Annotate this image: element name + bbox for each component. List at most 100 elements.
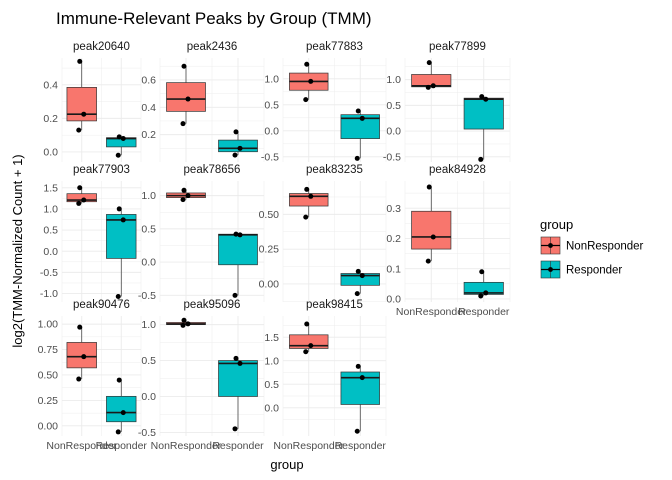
data-point — [237, 145, 243, 151]
x-tick-label: NonResponder — [46, 440, 117, 452]
box-body — [463, 281, 504, 295]
panel-peak20640: peak20640 0.0 0.2 0.4 — [43, 41, 142, 162]
data-point — [359, 115, 365, 121]
panel-peak2436: peak2436 0.2 0.4 0.6 — [141, 41, 265, 162]
data-point — [237, 232, 243, 238]
y-tick-label: 0.6 — [141, 74, 156, 86]
data-point — [355, 268, 361, 274]
y-tick-label: 0.0 — [141, 257, 156, 269]
panel-title: peak2436 — [187, 41, 238, 53]
data-point — [232, 152, 238, 158]
chart-title: Immune-Relevant Peaks by Group (TMM) — [56, 9, 372, 28]
data-point — [430, 83, 436, 89]
legend-title: group — [540, 217, 573, 232]
y-tick-label: 0.00 — [38, 420, 59, 432]
y-tick-label: -0.5 — [261, 151, 279, 163]
x-tick-label: NonResponder — [151, 440, 222, 452]
data-point — [355, 108, 361, 114]
data-point — [354, 428, 360, 434]
y-tick-label: 1.5 — [43, 182, 58, 194]
y-tick-label: 0.5 — [264, 99, 279, 111]
data-point — [426, 184, 432, 190]
panel-title: peak77903 — [73, 164, 130, 176]
data-point — [76, 127, 82, 133]
y-tick-label: 0.2 — [43, 113, 58, 125]
box-responder — [218, 358, 258, 429]
panel-title: peak95096 — [184, 299, 241, 311]
data-point — [425, 84, 431, 90]
y-tick-label: 0.25 — [259, 244, 280, 256]
y-tick-label: 1.0 — [264, 355, 279, 367]
box-body — [218, 139, 258, 153]
legend-item-nonresponder: NonResponder — [540, 236, 644, 255]
y-axis-title: log2(TMM-Normalized Count + 1) — [10, 154, 25, 347]
data-point — [478, 156, 484, 162]
y-tick-label: 0.0 — [43, 246, 58, 258]
data-point — [237, 360, 243, 366]
x-axis-title: group — [270, 457, 303, 472]
y-tick-label: 1.0 — [386, 74, 401, 86]
y-tick-label: 0.0 — [386, 294, 401, 306]
y-tick-label: 0.0 — [264, 125, 279, 137]
data-point — [181, 63, 187, 69]
data-point — [116, 134, 122, 140]
data-point — [308, 343, 314, 349]
y-tick-label: 0.5 — [43, 225, 58, 237]
box-body — [106, 214, 137, 259]
box-nonresponder — [411, 62, 452, 88]
data-point — [304, 186, 310, 192]
panel-grid — [159, 316, 265, 436]
data-point — [308, 193, 314, 199]
data-point — [483, 290, 489, 296]
box-body — [463, 97, 504, 130]
data-point — [115, 152, 121, 158]
data-point — [359, 273, 365, 279]
y-tick-label: 0.00 — [259, 279, 280, 291]
y-tick-label: 0.0 — [141, 391, 156, 403]
data-point — [116, 206, 122, 212]
y-tick-label: 1.5 — [264, 332, 279, 344]
y-tick-label: -0.5 — [40, 267, 58, 279]
panel-title: peak77883 — [306, 41, 363, 53]
x-tick-label: Responder — [96, 440, 148, 452]
data-point — [185, 321, 191, 327]
panel-peak90476: peak90476 0.00 0.25 0.50 0.75 1.00 NonResponde… — [38, 299, 148, 452]
data-point — [303, 97, 309, 103]
y-tick-label: 1.00 — [38, 319, 59, 331]
box-nonresponder — [66, 61, 97, 131]
data-point — [232, 292, 238, 298]
box-responder — [340, 366, 380, 432]
data-point — [77, 324, 83, 330]
data-point — [77, 185, 83, 191]
box-nonresponder — [289, 189, 329, 218]
data-point — [304, 61, 310, 67]
data-point — [354, 155, 360, 161]
y-tick-label: 0.5 — [386, 100, 401, 112]
box-body — [66, 193, 97, 203]
data-point — [426, 60, 432, 66]
panel-peak98415: peak98415 0.0 0.5 1.0 1.5 NonResponderRespond… — [264, 299, 386, 452]
y-tick-label: 0.4 — [43, 79, 58, 91]
box-nonresponder — [166, 66, 206, 124]
data-point — [359, 375, 365, 381]
y-tick-label: 0.4 — [141, 102, 156, 114]
data-point — [425, 258, 431, 264]
y-tick-label: -0.5 — [138, 427, 156, 439]
box-body — [66, 342, 97, 369]
panel-peak77903: peak77903 -1.0 -0.5 0.0 0.5 1.0 1.5 — [40, 164, 142, 302]
data-point — [355, 363, 361, 369]
data-point — [232, 426, 238, 432]
box-responder — [463, 271, 504, 296]
y-tick-label: 0.0 — [264, 402, 279, 414]
data-point — [479, 94, 485, 100]
panel-grid — [282, 181, 387, 302]
y-tick-label: 0.50 — [259, 209, 280, 221]
panel-title: peak83235 — [306, 164, 363, 176]
box-responder — [106, 208, 137, 297]
data-point — [81, 197, 87, 203]
data-point — [303, 214, 309, 220]
data-point — [233, 355, 239, 361]
y-tick-label: 0.5 — [141, 355, 156, 367]
box-body — [218, 233, 258, 266]
